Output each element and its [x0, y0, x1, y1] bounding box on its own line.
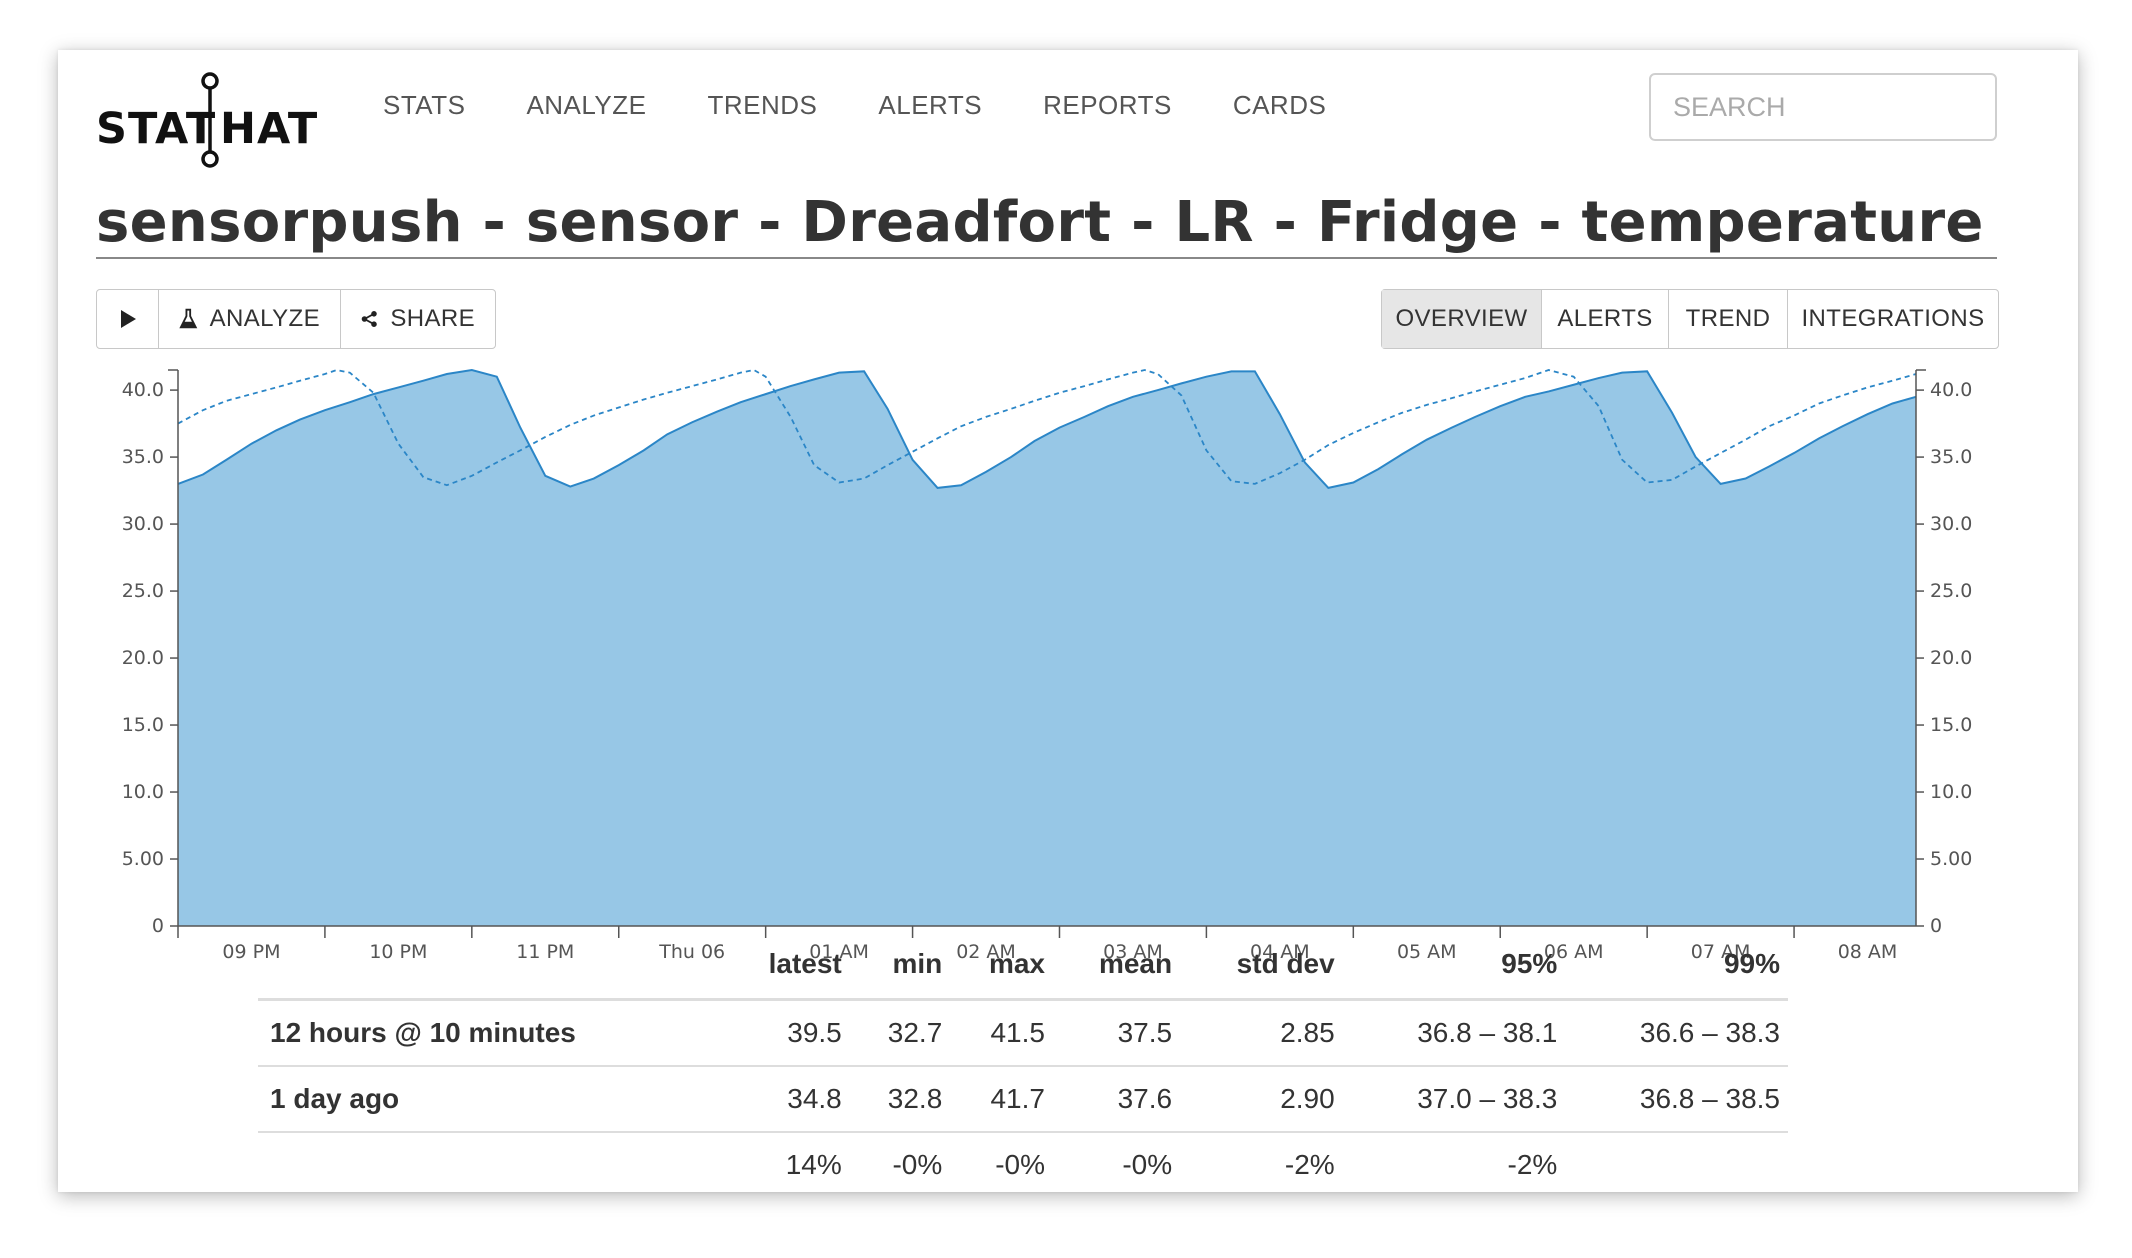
x-tick-label: 06 AM: [1544, 941, 1604, 960]
stat-toolbar: ANALYZE SHARE: [96, 289, 496, 349]
cell-latest: 39.5: [722, 999, 850, 1067]
analyze-label: ANALYZE: [209, 305, 320, 332]
main-card: STAT HAT STATS ANALYZE TRENDS ALERTS REP…: [58, 50, 2078, 1192]
change-max: -0%: [995, 1149, 1045, 1180]
nav-cards[interactable]: CARDS: [1232, 90, 1327, 120]
cell-p99: 36.8 – 38.5: [1565, 1066, 1788, 1133]
row-label: 1 day ago: [258, 1066, 723, 1133]
y-tick-label-left: 35.0: [122, 446, 164, 468]
y-tick-label-right: 15.0: [1930, 714, 1972, 736]
x-tick-label: 01 AM: [809, 941, 869, 960]
y-tick-label-left: 25.0: [122, 580, 164, 602]
flask-icon: [179, 308, 198, 329]
y-tick-label-left: 20.0: [122, 647, 164, 669]
logo-connector-icon: [201, 72, 219, 168]
change-latest: 14%: [785, 1149, 842, 1180]
change-min: -0%: [892, 1149, 943, 1180]
previous-day-line: [177, 369, 1917, 487]
y-tick-label-right: 35.0: [1930, 446, 1972, 468]
stats-header-std-dev: std dev: [1236, 948, 1335, 979]
play-icon: [120, 310, 136, 328]
y-tick-label-right: 25.0: [1930, 580, 1972, 602]
tab-alerts[interactable]: ALERTS: [1542, 290, 1669, 348]
x-tick-label: 08 AM: [1838, 941, 1898, 960]
cell-max: 41.5: [950, 999, 1053, 1067]
x-tick-label: 09 PM: [222, 941, 280, 960]
cell-mean: 37.6: [1052, 1066, 1181, 1133]
x-tick-label: 04 AM: [1250, 941, 1310, 960]
x-tick-label: 07 AM: [1691, 941, 1751, 960]
y-tick-label-right: 30.0: [1930, 513, 1972, 535]
y-tick-label-left: 10.0: [122, 781, 164, 803]
x-tick-label: 02 AM: [956, 941, 1016, 960]
nav-alerts[interactable]: ALERTS: [878, 90, 983, 120]
table-row: 1 day ago 34.8 32.8 41.7 37.6 2.90 37.0 …: [258, 1066, 1788, 1133]
main-nav: STATS ANALYZE TRENDS ALERTS REPORTS CARD…: [383, 90, 1387, 121]
nav-trends[interactable]: TRENDS: [707, 90, 818, 120]
cell-std-dev: 2.85: [1180, 999, 1343, 1067]
y-tick-label-left: 40.0: [122, 379, 164, 401]
nav-analyze[interactable]: ANALYZE: [526, 90, 647, 120]
stats-table: latest min max mean std dev 95% 99% 12 h…: [258, 938, 1838, 1197]
tab-trend[interactable]: TREND: [1669, 290, 1788, 348]
y-tick-label-right: 10.0: [1930, 781, 1972, 803]
table-row: 12 hours @ 10 minutes 39.5 32.7 41.5 37.…: [258, 999, 1788, 1067]
stats-header-max: max: [988, 948, 1045, 979]
area-fill: [178, 370, 1916, 926]
y-tick-label-right: 40.0: [1930, 379, 1972, 401]
search-input[interactable]: [1649, 73, 1997, 141]
share-button[interactable]: SHARE: [341, 290, 495, 348]
y-tick-label-right: 5.00: [1930, 848, 1972, 870]
share-icon: [361, 311, 377, 327]
x-tick-label: 11 PM: [516, 941, 574, 960]
stats-header-row: latest min max mean std dev 95% 99%: [258, 938, 1788, 1000]
change-mean: -0%: [1122, 1149, 1173, 1180]
row-label: 12 hours @ 10 minutes: [258, 999, 723, 1067]
logo-text-right: HAT: [220, 104, 319, 154]
tab-integrations[interactable]: INTEGRATIONS: [1801, 305, 1985, 332]
cell-p99: 36.6 – 38.3: [1565, 999, 1788, 1067]
stats-header-p99: 99%: [1723, 948, 1780, 979]
play-button[interactable]: [97, 290, 159, 348]
cell-p95: 37.0 – 38.3: [1342, 1066, 1566, 1133]
change-p95: -2%: [1507, 1149, 1558, 1180]
y-tick-label-right: 0: [1930, 915, 1942, 937]
analyze-button[interactable]: ANALYZE: [159, 290, 341, 348]
change-blank: [258, 1132, 723, 1197]
stats-header-latest: latest: [768, 948, 842, 979]
view-tabs: OVERVIEW ALERTS TREND INTEGRATIONS: [1381, 289, 1999, 349]
cell-min: 32.8: [849, 1066, 951, 1133]
x-tick-label: 03 AM: [1103, 941, 1163, 960]
x-tick-label: 05 AM: [1397, 941, 1457, 960]
x-tick-label: Thu 06: [658, 941, 725, 960]
change-p99: [1565, 1132, 1788, 1197]
cell-p95: 36.8 – 38.1: [1342, 999, 1566, 1067]
cell-mean: 37.5: [1052, 999, 1181, 1067]
cell-std-dev: 2.90: [1180, 1066, 1343, 1133]
cell-max: 41.7: [950, 1066, 1053, 1133]
cell-latest: 34.8: [722, 1066, 850, 1133]
share-label: SHARE: [390, 305, 475, 332]
stats-header-p95: 95%: [1501, 948, 1558, 979]
stats-header-blank: [258, 938, 723, 1000]
temperature-chart: 40.0 40.0 35.0 35.0 30.0 30.0 25.0 25.0 20.0 20.0…: [122, 368, 1972, 960]
change-row: 14% -0% -0% -0% -2% -2%: [258, 1132, 1788, 1197]
stathat-logo[interactable]: STAT HAT: [96, 70, 336, 170]
y-tick-label-left: 0: [152, 915, 164, 937]
stats-header-mean: mean: [1098, 948, 1173, 979]
cell-min: 32.7: [849, 999, 951, 1067]
change-std-dev: -2%: [1284, 1149, 1335, 1180]
y-tick-label-left: 30.0: [122, 513, 164, 535]
nav-reports[interactable]: REPORTS: [1043, 90, 1172, 120]
x-tick-label: 10 PM: [369, 941, 427, 960]
page-title: sensorpush - sensor - Dreadfort - LR - F…: [96, 190, 1997, 259]
logo-text-left: STAT: [96, 104, 217, 154]
y-tick-label-left: 15.0: [122, 714, 164, 736]
y-tick-label-right: 20.0: [1930, 647, 1972, 669]
stats-header-min: min: [892, 948, 943, 979]
tab-overview[interactable]: OVERVIEW: [1382, 290, 1542, 348]
nav-stats[interactable]: STATS: [383, 90, 466, 120]
area-series-line: [177, 368, 1917, 489]
y-tick-label-left: 5.00: [122, 848, 164, 870]
